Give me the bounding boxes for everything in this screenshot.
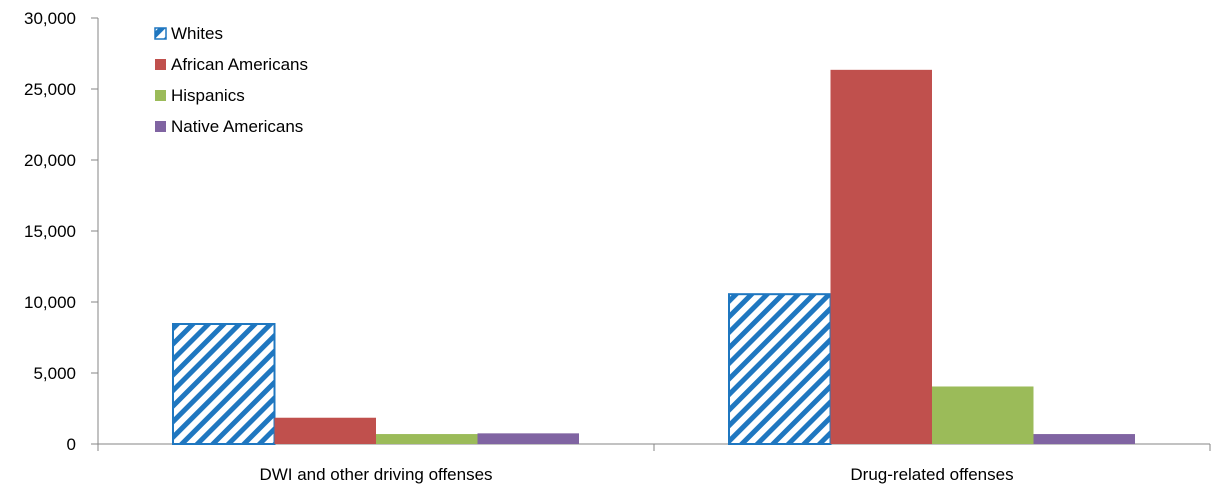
y-axis-ticks: 0 5,000 10,000 15,000 20,000 25,000 30,000: [24, 9, 98, 454]
legend-swatch: [154, 27, 167, 40]
legend-label: Hispanics: [171, 86, 245, 105]
x-axis-labels: DWI and other driving offenses Drug-relat…: [97, 444, 1211, 484]
y-tick-label: 5,000: [33, 364, 76, 383]
legend-swatch: [155, 90, 166, 101]
bar: [274, 417, 376, 444]
y-tick-label: 30,000: [24, 9, 76, 28]
bar: [728, 293, 832, 445]
bar: [1033, 434, 1135, 444]
bar: [172, 323, 276, 446]
bar: [376, 434, 478, 444]
x-category-label: Drug-related offenses: [850, 465, 1013, 484]
legend-label: Native Americans: [171, 117, 303, 136]
legend-label: Whites: [171, 24, 223, 43]
bar: [932, 386, 1034, 444]
legend-swatch: [155, 121, 166, 132]
y-tick-label: 10,000: [24, 293, 76, 312]
y-tick-label: 0: [67, 435, 76, 454]
y-tick-label: 20,000: [24, 151, 76, 170]
legend-swatch: [155, 59, 166, 70]
chart-legend: Whites African Americans Hispanics Native A…: [133, 18, 367, 146]
bar: [830, 69, 932, 444]
legend-label: African Americans: [171, 55, 308, 74]
y-tick-label: 25,000: [24, 80, 76, 99]
legend-background: [133, 18, 367, 146]
y-tick-label: 15,000: [24, 222, 76, 241]
x-category-label: DWI and other driving offenses: [259, 465, 492, 484]
chart-bars: [172, 69, 1135, 446]
bar: [477, 433, 579, 444]
